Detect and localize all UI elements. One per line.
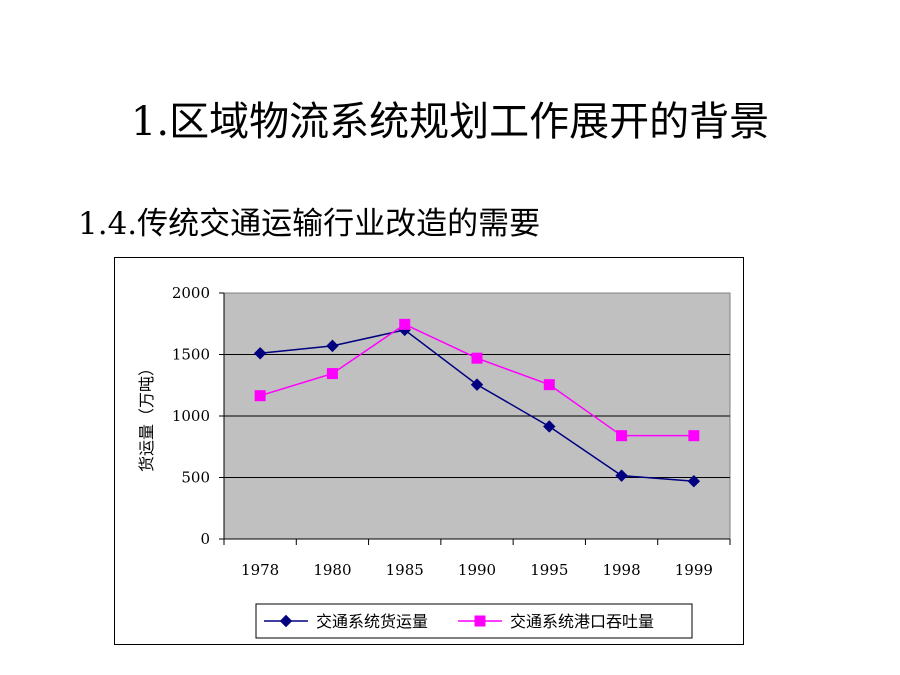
data-point-series-1: [326, 339, 339, 353]
y-tick-label: 1500: [172, 346, 210, 364]
data-point-series-1: [543, 420, 556, 433]
data-point-series-1: [687, 474, 701, 488]
data-point-series-2: [688, 430, 700, 442]
slide-subtitle: 1.4.传统交通运输行业改造的需要: [78, 206, 541, 242]
data-point-series-2: [326, 368, 338, 380]
data-point-series-2: [543, 379, 555, 391]
y-tick-label: 1000: [172, 407, 210, 425]
data-point-series-1: [470, 378, 484, 391]
x-tick-label: 1985: [386, 561, 424, 579]
data-point-series-2: [399, 318, 411, 330]
slide-title: 1.区域物流系统规划工作展开的背景: [130, 99, 770, 145]
data-point-series-1: [615, 469, 628, 482]
y-tick-label: 2000: [172, 284, 210, 302]
data-point-series-2: [254, 390, 266, 402]
legend-marker-1: [279, 614, 293, 628]
x-tick-label: 1978: [241, 561, 279, 579]
data-point-series-2: [471, 352, 483, 364]
legend-marker-2: [474, 615, 486, 627]
data-point-series-2: [616, 430, 628, 442]
data-point-series-1: [253, 347, 267, 360]
x-tick-label: 1990: [458, 561, 496, 579]
legend-label-2: 交通系统港口吞吐量: [510, 612, 654, 631]
y-axis-label: 货运量（万吨）: [137, 360, 156, 472]
x-tick-label: 1980: [313, 561, 351, 579]
x-tick-label: 1999: [675, 561, 713, 579]
y-tick-label: 0: [200, 530, 210, 548]
x-tick-label: 1995: [530, 561, 568, 579]
legend-label-1: 交通系统货运量: [316, 612, 428, 631]
y-tick-label: 500: [181, 469, 210, 487]
x-tick-label: 1998: [602, 561, 640, 579]
